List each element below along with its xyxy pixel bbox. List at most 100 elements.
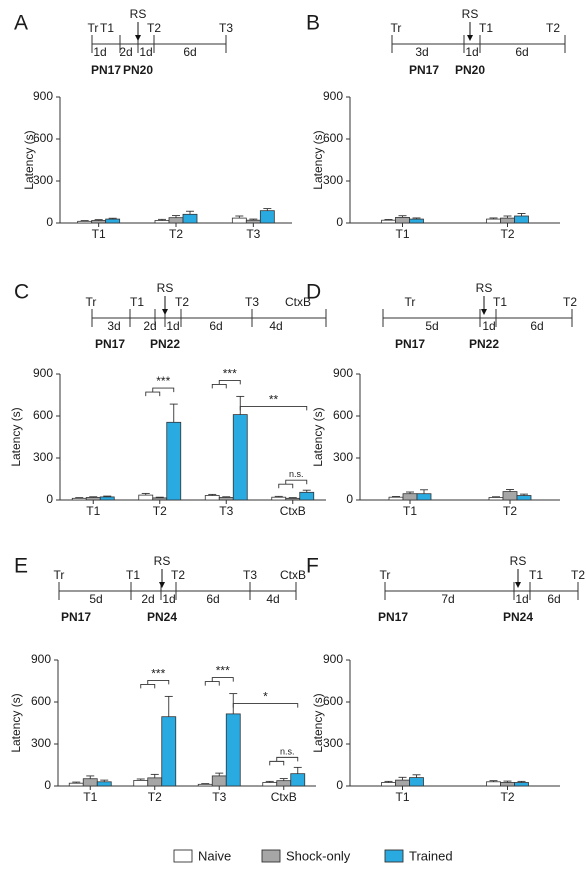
timeline-interval: 1d: [162, 592, 175, 606]
y-tick-label: 900: [33, 366, 53, 380]
timeline-label-t1: T1: [100, 21, 114, 35]
timeline-label-rs: RS: [462, 7, 479, 21]
bar-shock-only: [500, 217, 515, 224]
timeline-age: PN17: [378, 610, 408, 624]
legend-swatch: [173, 849, 193, 863]
bar-naive: [271, 496, 287, 501]
y-tick-label: 900: [323, 89, 343, 103]
x-tick-label: T3: [246, 227, 260, 241]
x-tick-label: T2: [500, 790, 514, 804]
bar-trained: [99, 496, 115, 501]
significance-bracket: [204, 681, 220, 686]
bar-shock-only: [500, 782, 515, 787]
timeline-label-tr: Tr: [88, 21, 99, 35]
significance-bracket: [232, 703, 299, 708]
y-tick-label: 300: [323, 736, 343, 750]
timeline-label-t2: T2: [571, 568, 585, 582]
bar-trained: [96, 781, 112, 787]
timeline-label-t2: T2: [147, 21, 161, 35]
timeline-label-rs: RS: [154, 554, 171, 568]
bar-trained: [166, 421, 182, 501]
rs-arrowhead: [515, 582, 521, 588]
legend-label: Trained: [409, 848, 453, 863]
bar-naive: [262, 782, 278, 787]
significance-bracket: [152, 387, 175, 393]
timeline-age: PN20: [123, 63, 153, 77]
rs-arrowhead: [467, 35, 473, 41]
bar-trained: [225, 713, 241, 787]
significance-bracket: [145, 391, 161, 397]
timeline-interval: 1d: [139, 45, 152, 59]
bar-chart: 0 300 600 900 Latency (s) T1 T2 T3: [22, 89, 292, 241]
y-tick-label: 600: [31, 694, 51, 708]
bar-naive: [488, 497, 504, 501]
x-tick-label: T2: [169, 227, 183, 241]
bar-trained: [514, 215, 529, 224]
significance-bracket: [239, 405, 308, 411]
legend-swatch: [384, 849, 404, 863]
timeline-interval: 7d: [441, 592, 454, 606]
timeline-label-rs: RS: [157, 281, 174, 295]
timeline-age: PN22: [150, 337, 180, 351]
rs-arrowhead: [159, 582, 165, 588]
y-axis-label: Latency (s): [9, 407, 23, 466]
y-tick-label: 900: [333, 366, 353, 380]
y-tick-label: 0: [336, 215, 343, 229]
y-tick-label: 300: [323, 173, 343, 187]
y-tick-label: 600: [323, 694, 343, 708]
rs-arrowhead: [162, 309, 168, 315]
y-tick-label: 300: [31, 736, 51, 750]
bar-naive: [197, 783, 213, 787]
bar-chart: 0 300 600 900 Latency (s) T1 T2: [311, 89, 560, 241]
timeline-interval: 3d: [415, 45, 428, 59]
timeline-label-t1: T1: [479, 21, 493, 35]
bar-trained: [290, 773, 306, 787]
timeline-age: PN17: [95, 337, 125, 351]
y-tick-label: 900: [33, 89, 53, 103]
bar-shock-only: [85, 497, 101, 501]
y-axis-label: Latency (s): [22, 130, 36, 189]
panel-letter: C: [14, 281, 29, 304]
timeline-label-t3: T3: [219, 21, 233, 35]
bar-naive: [381, 219, 396, 224]
timeline-interval: 6d: [547, 592, 560, 606]
legend-swatch: [261, 849, 281, 863]
bar-shock-only: [168, 217, 184, 224]
y-tick-label: 0: [46, 215, 53, 229]
timeline-interval: 1d: [482, 319, 495, 333]
timeline-interval: 3d: [107, 319, 120, 333]
timeline-label-ctxb: CtxB: [280, 568, 306, 582]
timeline-interval: 6d: [530, 319, 543, 333]
timeline-label-t3: T3: [243, 568, 257, 582]
y-tick-label: 0: [346, 492, 353, 506]
timeline-interval: 4d: [266, 592, 279, 606]
timeline-age: PN17: [61, 610, 91, 624]
significance-label: ***: [223, 366, 237, 380]
bar-shock-only: [91, 220, 107, 224]
x-tick-label: T1: [86, 504, 100, 518]
panel-letter: E: [14, 555, 28, 578]
timeline-interval: 1d: [93, 45, 106, 59]
bar-naive: [486, 218, 501, 224]
timeline-label-tr: Tr: [391, 21, 402, 35]
y-tick-label: 300: [33, 173, 53, 187]
x-tick-label: T2: [148, 790, 162, 804]
timeline-label-t2: T2: [546, 21, 560, 35]
y-tick-label: 300: [33, 450, 53, 464]
bar-naive: [388, 496, 404, 501]
bar-trained: [232, 414, 248, 501]
bar-trained: [516, 495, 532, 501]
y-axis-label: Latency (s): [311, 130, 325, 189]
timeline-label-t2: T2: [175, 295, 189, 309]
x-tick-label: T3: [212, 790, 226, 804]
panel-letter: F: [306, 555, 319, 578]
x-tick-label: T2: [500, 227, 514, 241]
